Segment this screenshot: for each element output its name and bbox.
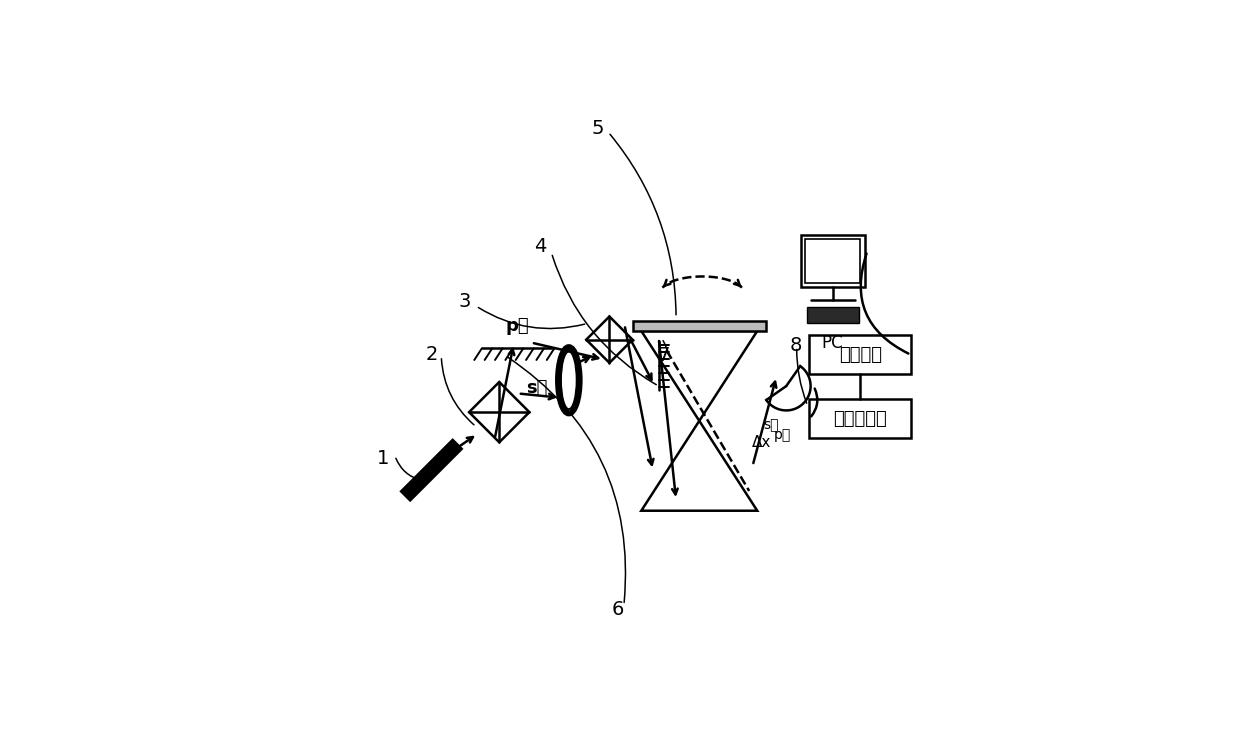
- Text: Δx: Δx: [753, 434, 771, 450]
- Text: p光: p光: [506, 317, 529, 335]
- Bar: [632, 321, 766, 331]
- Text: 1: 1: [377, 449, 389, 468]
- Text: s光: s光: [526, 379, 548, 397]
- Bar: [805, 239, 861, 283]
- Text: 2: 2: [425, 345, 438, 364]
- Bar: [801, 235, 864, 288]
- Text: 7: 7: [657, 346, 670, 365]
- Text: 6: 6: [611, 600, 624, 619]
- Text: PC: PC: [822, 334, 843, 352]
- Text: 锁相放大器: 锁相放大器: [833, 410, 887, 428]
- Bar: [810, 335, 911, 374]
- Text: 3: 3: [459, 292, 471, 312]
- Text: 数据采集: 数据采集: [838, 346, 882, 364]
- Text: s光: s光: [763, 418, 779, 432]
- Bar: [806, 307, 859, 324]
- Text: 8: 8: [790, 336, 802, 355]
- Text: 4: 4: [533, 237, 546, 257]
- Bar: [810, 399, 911, 438]
- Text: p光: p光: [774, 428, 791, 442]
- Text: 5: 5: [591, 118, 604, 138]
